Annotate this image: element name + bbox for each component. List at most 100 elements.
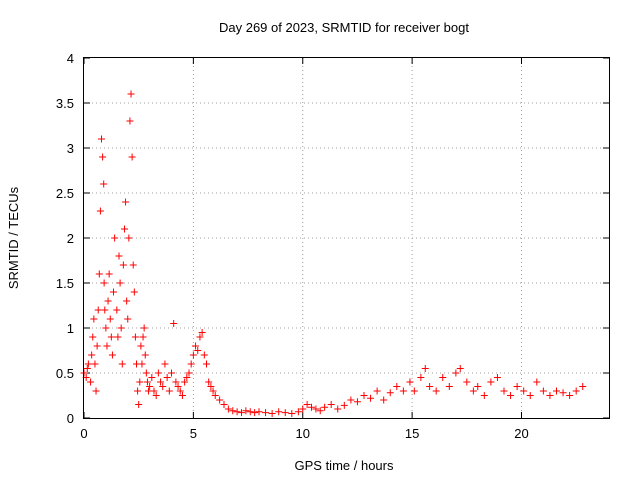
data-point [432,387,440,395]
data-point [198,329,206,336]
data-point [268,410,276,417]
data-point [99,153,107,161]
data-point [92,387,100,395]
data-point [500,387,508,395]
data-point [104,297,112,305]
data-point [143,378,151,386]
data-point [321,403,329,411]
data-point [572,387,580,395]
data-point [95,270,103,278]
data-point [386,389,394,397]
data-point [176,387,184,395]
data-point [373,387,381,395]
data-point [84,360,92,368]
data-point [125,234,133,242]
data-point [116,279,124,287]
data-point [487,378,495,386]
data-point [141,351,149,359]
x-tick-label: 20 [514,426,528,441]
data-point [220,401,228,408]
data-point [288,410,296,417]
data-point [327,401,335,408]
data-point [118,360,126,368]
data-point [100,279,108,287]
data-point [136,378,144,386]
data-point [526,392,534,399]
data-point [96,207,104,215]
data-point [178,392,186,399]
y-tick-label: 1 [67,321,74,336]
data-point [539,387,547,395]
data-point [114,333,122,341]
data-point [122,198,130,206]
data-point [138,360,146,368]
data-point [183,374,191,381]
y-axis-label: SRMTID / TECUs [6,186,21,289]
data-point [275,408,283,416]
data-point [165,387,173,395]
y-tick-label: 4 [67,51,74,66]
data-point [360,392,368,399]
data-point [100,180,108,188]
data-point [316,407,324,415]
data-point [312,405,320,413]
data-point [513,383,521,390]
data-point [108,351,116,359]
data-point [103,342,111,350]
data-point [246,408,254,416]
data-point [211,392,219,399]
data-point [139,333,147,341]
data-point [170,320,178,327]
data-point [533,378,541,386]
data-point [439,374,447,381]
data-point [216,396,224,404]
data-point [187,360,195,368]
data-point [107,333,115,341]
data-point [493,374,501,381]
y-tick-label: 0.5 [56,366,74,381]
data-point [238,409,245,417]
x-tick-label: 0 [80,426,87,441]
data-point [131,333,139,341]
data-point [224,405,232,413]
data-point [181,378,189,386]
x-tick-label: 10 [296,426,310,441]
data-point [185,369,193,377]
y-tick-label: 2 [67,231,74,246]
data-point [426,383,434,390]
data-point [105,270,113,278]
data-point [353,398,361,406]
data-point [207,383,215,390]
data-point [168,369,175,377]
data-point [87,378,95,386]
data-point [406,378,414,386]
data-point [463,378,471,386]
data-point [507,392,515,399]
data-point [159,383,167,390]
x-axis-label: GPS time / hours [295,458,394,473]
data-point [334,405,342,413]
data-point [452,369,460,377]
data-point [281,409,289,417]
data-point [124,315,132,323]
data-point [89,333,97,341]
data-point [140,324,148,332]
data-point [469,387,477,395]
data-point [380,396,388,404]
data-point [98,135,105,143]
y-tick-label: 3 [67,141,74,156]
data-point [93,342,101,350]
data-point [137,342,145,350]
data-point [393,383,401,390]
data-point [579,383,587,390]
data-point [303,401,311,408]
data-point [148,374,156,381]
data-point [119,261,127,269]
y-tick-label: 1.5 [56,276,74,291]
data-point [128,153,136,161]
data-point [367,394,375,402]
data-point [172,378,180,386]
data-point [399,387,407,395]
y-tick-label: 0 [67,411,74,426]
